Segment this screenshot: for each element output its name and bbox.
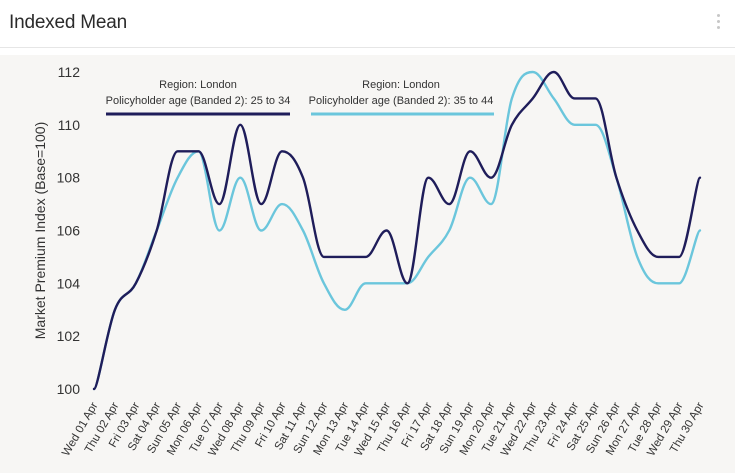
plot-area: Market Premium Index (Base=100) 100 102 10… bbox=[0, 55, 735, 473]
legend-label-line2: Policyholder age (Banded 2): 35 to 44 bbox=[309, 95, 494, 107]
line-chart: Market Premium Index (Base=100) 100 102 10… bbox=[32, 64, 707, 458]
legend-label-line1: Region: London bbox=[159, 79, 237, 91]
y-tick-label: 104 bbox=[57, 275, 81, 291]
y-tick-label: 112 bbox=[58, 64, 81, 80]
widget-title: Indexed Mean bbox=[9, 12, 128, 33]
y-tick-label: 106 bbox=[57, 223, 81, 239]
y-tick-label: 102 bbox=[57, 328, 81, 344]
y-tick-label: 100 bbox=[57, 381, 81, 397]
header-divider bbox=[0, 47, 735, 48]
legend-label-line1: Region: London bbox=[362, 79, 440, 91]
y-tick-label: 108 bbox=[57, 170, 81, 186]
series-line-1[interactable] bbox=[92, 70, 702, 391]
y-tick-label: 110 bbox=[58, 117, 81, 133]
legend-label-line2: Policyholder age (Banded 2): 25 to 34 bbox=[106, 95, 291, 107]
y-axis-label: Market Premium Index (Base=100) bbox=[32, 122, 48, 339]
more-options-icon[interactable] bbox=[715, 14, 721, 32]
series-line-2[interactable] bbox=[92, 70, 702, 391]
